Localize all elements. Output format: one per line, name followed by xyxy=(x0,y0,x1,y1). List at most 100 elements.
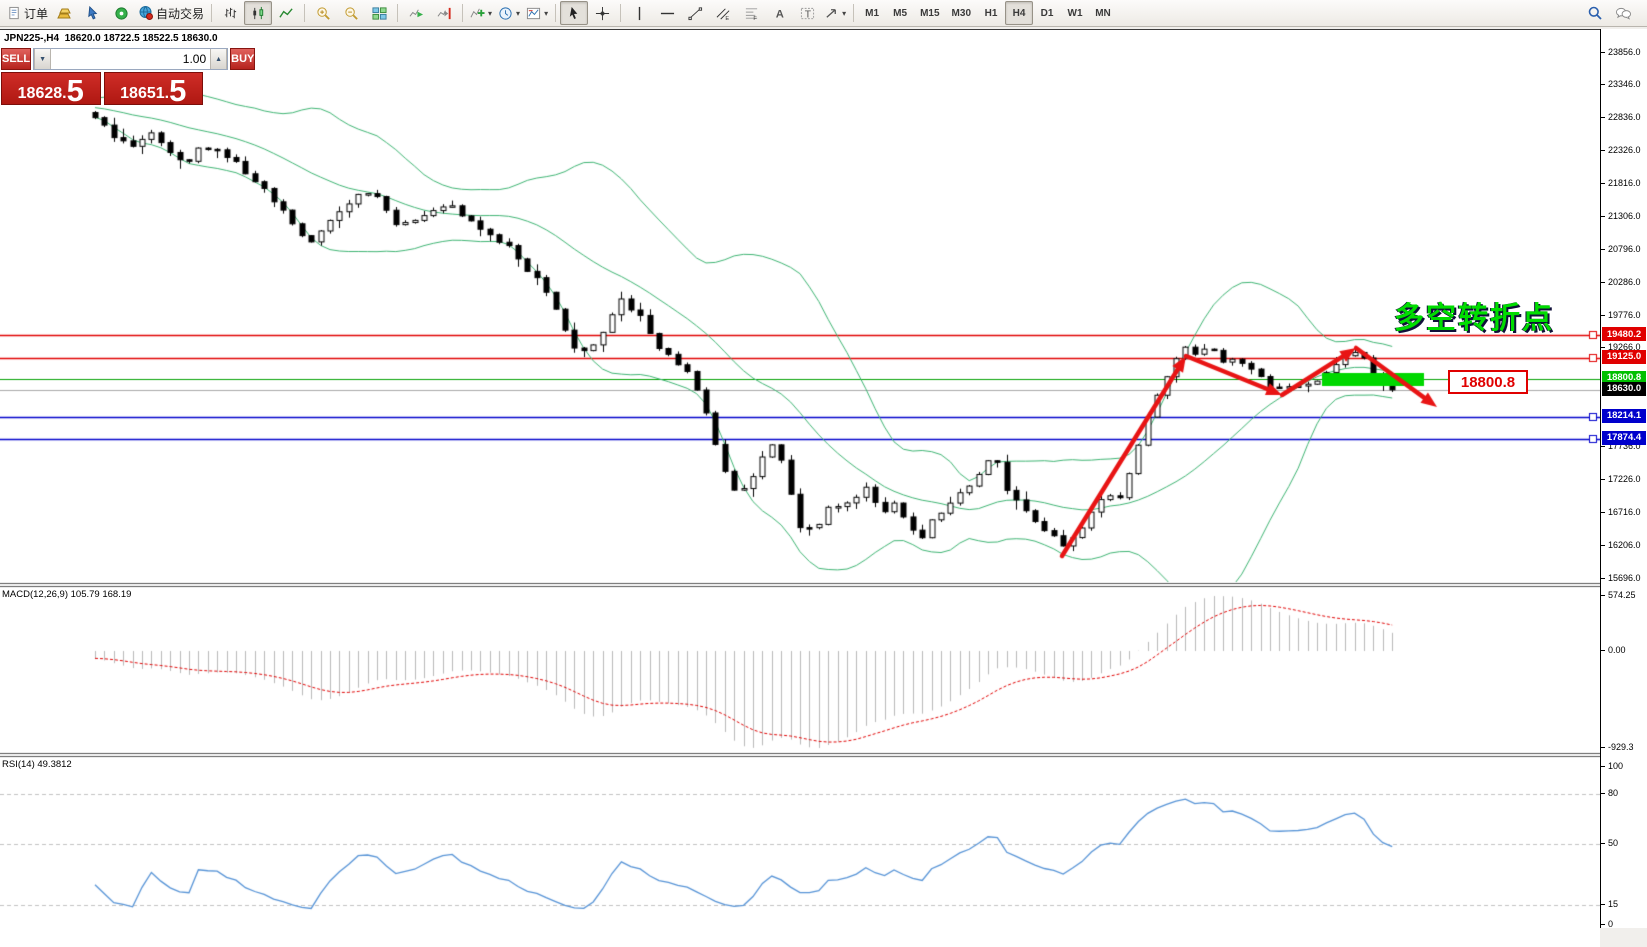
tile-windows-button[interactable] xyxy=(365,1,393,25)
toolbar-separator xyxy=(462,4,464,22)
timeframe-label: H1 xyxy=(984,7,998,19)
volume-increase-button[interactable]: ▲ xyxy=(210,49,228,69)
toolbar-right xyxy=(1581,1,1643,25)
price-level-badge: 18214.1 xyxy=(1602,408,1646,423)
timeframe-m1-button[interactable]: M1 xyxy=(858,1,886,25)
sell-button[interactable]: SELL xyxy=(1,48,32,70)
sell-price-dot: . xyxy=(62,84,67,102)
price-axis-tick: 22836.0 xyxy=(1601,112,1641,123)
button-label: 自动交易 xyxy=(156,6,205,21)
timeframe-m30-button[interactable]: M30 xyxy=(946,1,977,25)
timeframe-label: M15 xyxy=(920,7,940,19)
market-watch-button[interactable] xyxy=(51,1,79,25)
svg-text:T: T xyxy=(804,9,811,20)
cursor-icon xyxy=(567,6,582,21)
buy-button[interactable]: BUY xyxy=(230,48,256,70)
gold-icon xyxy=(57,5,73,21)
symbol-ohlc-line: JPN225-,H4 18620.0 18722.5 18522.5 18630… xyxy=(4,33,218,44)
price-axis-tick: 17226.0 xyxy=(1601,474,1641,485)
zoom-out-button[interactable] xyxy=(337,1,365,25)
zoom-in-icon xyxy=(316,6,331,21)
periods-clock-icon xyxy=(498,6,513,21)
sell-price-int: 18628 xyxy=(17,84,63,102)
timeframe-mn-button[interactable]: MN xyxy=(1089,1,1117,25)
chinese-annotation-text[interactable]: 多空转折点 xyxy=(1394,302,1554,335)
candlestick-chart-button[interactable] xyxy=(244,1,273,25)
timeframe-m5-button[interactable]: M5 xyxy=(886,1,914,25)
arrows-tool[interactable]: ▾ xyxy=(821,1,849,25)
toolbar-separator xyxy=(555,4,557,22)
price-axis[interactable]: 23856.0 23346.0 22836.0 22326.0 21816.0 21306… xyxy=(1600,29,1647,929)
price-axis-tick: 16716.0 xyxy=(1601,507,1641,518)
auto-trading-button[interactable]: 自动交易 xyxy=(135,1,207,25)
chart-window: JPN225-,H4 18620.0 18722.5 18522.5 18630… xyxy=(0,29,1600,947)
horizontal-line-tool[interactable] xyxy=(653,1,681,25)
toolbar-separator xyxy=(211,4,213,22)
chat-button[interactable] xyxy=(1609,1,1637,25)
one-click-trading-panel: SELL ▼ ▲ BUY 18628.5 18651.5 xyxy=(1,48,256,108)
periods-button[interactable]: ▾ xyxy=(495,1,523,25)
volume-decrease-button[interactable]: ▼ xyxy=(34,49,52,69)
data-window-button[interactable] xyxy=(79,1,107,25)
rsi-indicator-label: RSI(14) 49.3812 xyxy=(2,759,72,770)
vertical-line-tool[interactable] xyxy=(625,1,653,25)
indicators-button[interactable]: ▾ xyxy=(467,1,495,25)
price-level-badge: 18800.8 xyxy=(1602,370,1646,385)
sell-price-frac: 5 xyxy=(66,72,84,108)
trendline-icon xyxy=(688,6,703,21)
line-chart-button[interactable] xyxy=(272,1,300,25)
timeframe-h1-button[interactable]: H1 xyxy=(977,1,1005,25)
pointer-blue-icon xyxy=(86,5,101,21)
timeframe-w1-button[interactable]: W1 xyxy=(1061,1,1089,25)
price-axis-tick: 15696.0 xyxy=(1601,573,1641,584)
chart-shift-icon xyxy=(437,6,452,21)
text-label-tool[interactable]: T xyxy=(793,1,821,25)
timeframe-m15-button[interactable]: M15 xyxy=(914,1,945,25)
trendline-tool[interactable] xyxy=(681,1,709,25)
timeframe-label: MN xyxy=(1095,7,1111,19)
toolbar: 订单 自动交易 ▾ ▾ ▾ E F A T ▾ M1 M5 M15 M30 H1 H4 D1 W1 MN xyxy=(0,0,1647,27)
volume-input[interactable] xyxy=(51,49,211,69)
price-level-badge: 17874.4 xyxy=(1602,430,1646,445)
price-axis-tick: 20796.0 xyxy=(1601,244,1641,255)
buy-price-box[interactable]: 18651. 5 xyxy=(103,72,203,106)
chevron-down-icon: ▾ xyxy=(488,8,493,18)
cursor-tool-button[interactable] xyxy=(560,1,589,25)
search-icon xyxy=(1587,5,1603,21)
new-order-button[interactable]: 订单 xyxy=(4,1,51,25)
indicator-axis-tick: 100 xyxy=(1601,761,1623,772)
macd-indicator-label: MACD(12,26,9) 105.79 168.19 xyxy=(2,589,132,600)
timeframe-label: M5 xyxy=(893,7,908,19)
price-axis-tick: 16206.0 xyxy=(1601,540,1641,551)
chart-canvas[interactable] xyxy=(0,30,1600,929)
bar-chart-button[interactable] xyxy=(216,1,244,25)
zoom-in-button[interactable] xyxy=(309,1,337,25)
svg-text:E: E xyxy=(725,16,729,21)
chart-candles-icon xyxy=(251,6,266,21)
price-axis-tick: 17736.0 xyxy=(1601,441,1641,452)
price-axis-tick: 20286.0 xyxy=(1601,277,1641,288)
timeframe-h4-button[interactable]: H4 xyxy=(1005,1,1033,25)
fibonacci-tool[interactable]: F xyxy=(737,1,765,25)
equidistant-channel-tool[interactable]: E xyxy=(709,1,737,25)
globe-autotrade-icon xyxy=(138,5,154,21)
templates-button[interactable]: ▾ xyxy=(523,1,551,25)
price-tag-18800[interactable]: 18800.8 xyxy=(1448,370,1528,394)
volume-spinner: ▼ ▲ xyxy=(33,48,229,70)
text-tool[interactable]: A xyxy=(765,1,793,25)
timeframe-label: M30 xyxy=(951,7,971,19)
tile-windows-icon xyxy=(372,6,387,21)
auto-scroll-button[interactable] xyxy=(402,1,430,25)
channel-icon: E xyxy=(716,6,731,21)
sell-price-box[interactable]: 18628. 5 xyxy=(1,72,101,108)
signals-button[interactable] xyxy=(107,1,135,25)
chart-shift-button[interactable] xyxy=(430,1,458,25)
timeframe-d1-button[interactable]: D1 xyxy=(1033,1,1061,25)
price-axis-tick: 19266.0 xyxy=(1601,342,1641,353)
price-level-badge: 19125.0 xyxy=(1602,349,1646,364)
price-axis-tick: 21306.0 xyxy=(1601,211,1641,222)
crosshair-tool-button[interactable] xyxy=(588,1,616,25)
search-button[interactable] xyxy=(1581,1,1609,25)
timeframe-label: M1 xyxy=(865,7,880,19)
indicator-axis-tick: 574.25 xyxy=(1601,590,1636,601)
